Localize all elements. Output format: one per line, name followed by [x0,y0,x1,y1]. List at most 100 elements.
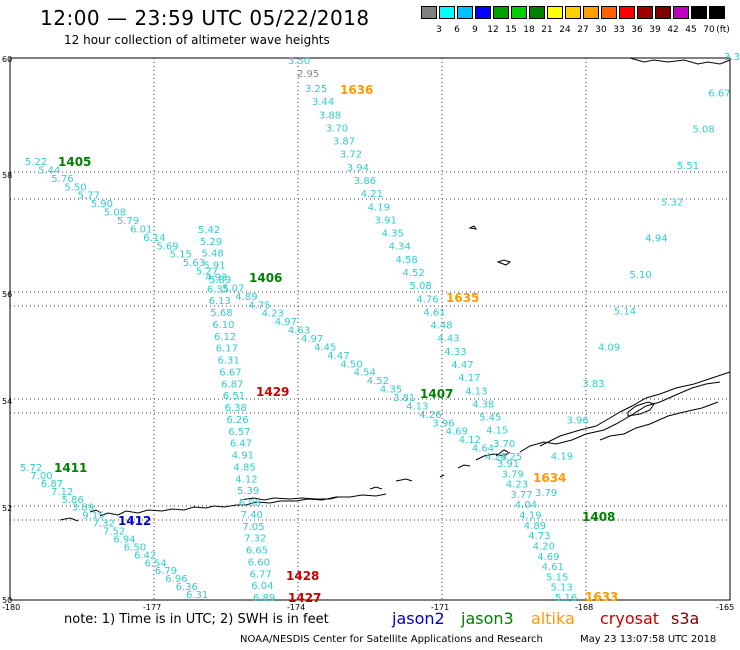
swh-value-1408: 4.09 [598,343,620,354]
swh-value-1408: 3.31 [724,52,740,63]
swh-value-1634: 4.89 [524,521,546,532]
swh-value-1429: 4.12 [235,474,257,485]
pass-number-label: 1407 [420,387,453,401]
color-scale-label: 42 [667,25,679,35]
swh-value-1634: 3.77 [510,490,532,501]
pass-number-label: 1405 [58,155,91,169]
swh-value-1636: 4.19 [368,202,390,213]
swh-value-1408: 4.19 [551,452,573,463]
swh-value-1636: 4.47 [451,360,473,371]
swh-value-1634: 5.15 [546,572,568,583]
lon-label: -180 [2,603,20,612]
swh-value-1634: 5.16 [555,593,577,604]
swh-value-1429: 6.57 [228,427,250,438]
color-scale-label: 39 [649,25,661,35]
swh-value-1405: 5.79 [117,216,139,227]
swh-value-1636: 4.21 [361,189,383,200]
swh-value-1429: 6.51 [223,391,245,402]
color-scale-label: 6 [454,25,460,35]
swh-value-1405: 5.27 [196,267,218,278]
swh-value-1634: 5.13 [551,583,573,594]
swh-value-1408: 3.96 [567,415,589,426]
color-scale-label: 3 [436,25,442,35]
swh-value-1429: 6.77 [250,569,272,580]
swh-value-1634: 4.73 [528,531,550,542]
lat-label: 54 [2,397,12,406]
lat-label: 56 [2,290,12,299]
swh-value-1411: 6.31 [186,590,208,601]
pass-number-label: 1634 [533,471,566,485]
swh-value-1408: 4.94 [645,234,667,245]
swh-value-1405: 4.50 [340,359,362,370]
credit-line: NOAA/NESDIS Center for Satellite Applica… [240,634,543,645]
swh-value-1636: 3.70 [493,439,515,450]
swh-value-1405: 5.44 [38,165,60,176]
swh-value-1636: 4.13 [465,386,487,397]
swh-value-1411: 6.79 [155,566,177,577]
swh-value-1429: 6.26 [226,415,248,426]
swh-value-1636: 4.76 [416,294,438,305]
swh-value-1429: 6.31 [218,356,240,367]
swh-value-1634: 4.61 [542,562,564,573]
swh-value-1405: 5.77 [78,191,100,202]
swh-value-1405: 4.69 [446,427,468,438]
swh-value-1411: 6.42 [134,550,156,561]
swh-value-1411: 7.52 [103,527,125,538]
swh-value-1634: 3.79 [502,469,524,480]
swh-value-1636: 4.58 [396,255,418,266]
swh-value-1636: 3.72 [340,150,362,161]
swh-value-1405: 4.12 [459,435,481,446]
swh-value-1408: 5.51 [677,161,699,172]
swh-value-1405: 5.08 [104,208,126,219]
color-scale-cell [475,6,491,19]
lon-label: -177 [143,603,161,612]
swh-value-1411: 7.32 [93,519,115,530]
swh-value-1405: 5.76 [51,174,73,185]
swh-value-1405: 4.54 [354,368,376,379]
color-scale-label: 12 [487,25,499,35]
swh-value-1405: 5.07 [222,283,244,294]
swh-value-1411: 6.36 [176,582,198,593]
swh-value-1429: 6.04 [251,581,273,592]
swh-value-1636: 3.70 [326,123,348,134]
swh-value-1636: 3.25 [305,84,327,95]
legend-satellite-jason3: jason3 [461,609,514,628]
lon-label: -171 [431,603,449,612]
swh-value-1405: 4.25 [485,452,507,463]
swh-value-1411: 6.54 [145,558,167,569]
pass-number-label: 1636 [340,83,373,97]
color-scale-label: 70 [703,25,715,35]
color-scale-label: 9 [472,25,478,35]
color-scale-label: 18 [523,25,535,35]
swh-value-1405: 6.14 [143,233,165,244]
swh-value-1429: 7.32 [244,534,266,545]
swh-value-1636: 3.94 [347,163,369,174]
alaska-peninsula [539,371,731,447]
color-scale-cell [655,6,671,19]
swh-value-1429: 6.67 [219,368,241,379]
swh-value-1636: 4.52 [403,268,425,279]
swh-value-1429: 6.60 [248,557,270,568]
swh-value-1405: 6.01 [130,224,152,235]
color-scale-cell [709,6,725,19]
swh-value-1405: 3.96 [432,418,454,429]
swh-value-1636: 4.33 [444,347,466,358]
pass-number-label: 1412 [118,514,151,528]
lat-label: 58 [2,171,12,180]
swh-value-1429: 7.05 [242,522,264,533]
swh-value-1429: 6.89 [253,593,275,604]
swh-value-1636: 3.87 [333,137,355,148]
pass-number-label: 1428 [286,569,319,583]
swh-value-1429: 6.38 [225,403,247,414]
swh-value-1636: 2.95 [297,69,319,80]
swh-value-1405: 4.52 [367,376,389,387]
color-scale-cell [439,6,455,19]
swh-value-1405: 4.35 [380,385,402,396]
swh-value-1405: 4.64 [472,444,494,455]
swh-value-1411: 6.50 [124,542,146,553]
altimeter-tracks: 3.50 2.95 3.25 3.44 3.88 3.70 3.87 3.72 3.94 3.86… [20,52,740,604]
swh-value-1636: 3.44 [312,97,334,108]
swh-value-1405: 5.69 [156,241,178,252]
pribilof-island [496,259,512,266]
swh-value-1429: 6.65 [246,546,268,557]
